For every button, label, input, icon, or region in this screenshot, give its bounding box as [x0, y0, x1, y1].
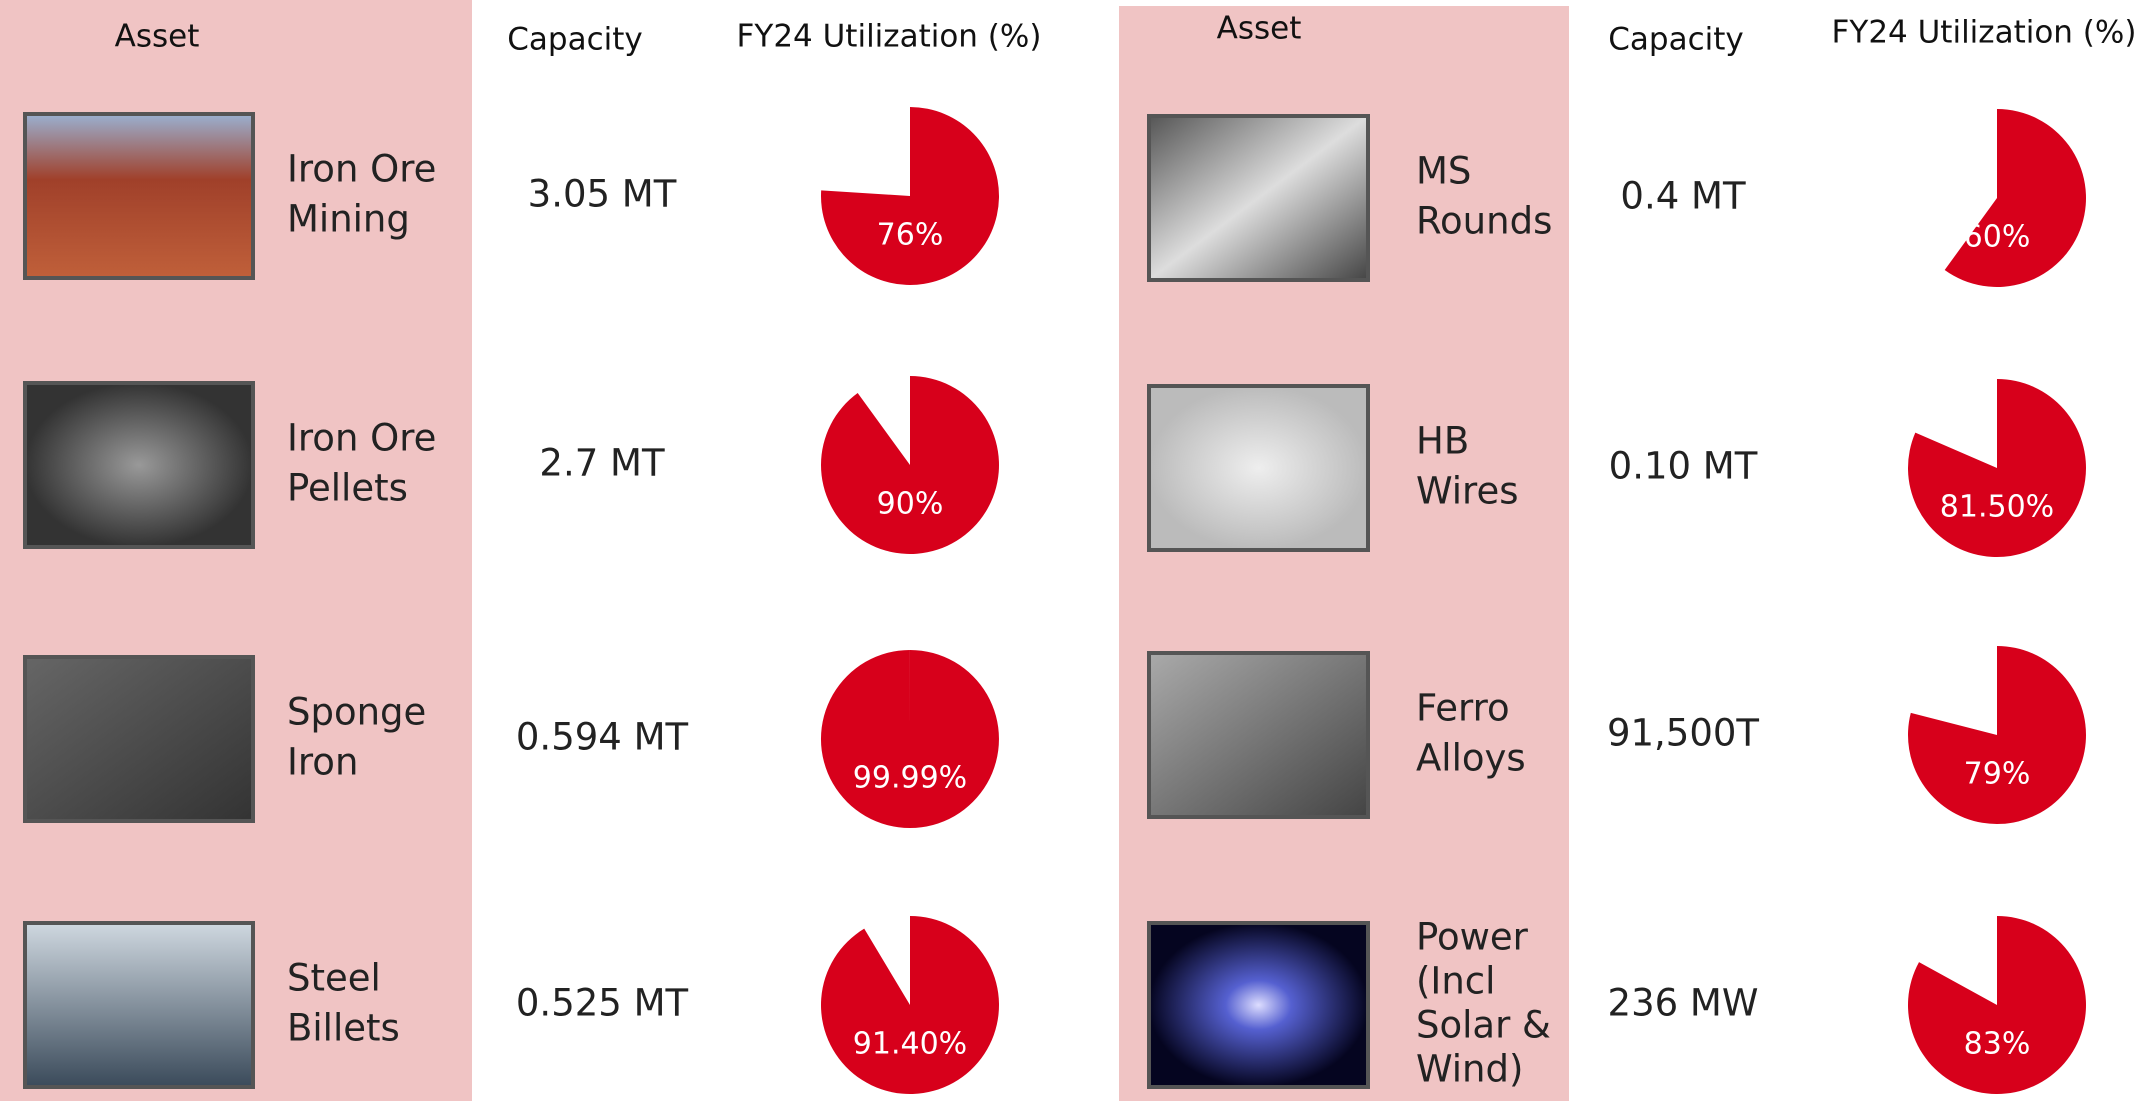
- asset-image: [25, 923, 253, 1087]
- asset-name: Solar &: [1416, 1004, 1551, 1047]
- capacity: 0.10 MT: [1609, 445, 1758, 488]
- column-header: Asset: [115, 19, 200, 55]
- utilization-pie: [1908, 646, 2086, 824]
- capacity: 0.594 MT: [516, 716, 689, 759]
- asset-name: Wind): [1416, 1048, 1523, 1091]
- utilization-label: 60%: [1964, 220, 2031, 255]
- capacity: 2.7 MT: [539, 442, 665, 485]
- asset-image: [1149, 923, 1368, 1087]
- utilization-label: 81.50%: [1940, 490, 2054, 525]
- asset-image: [25, 657, 253, 821]
- asset-image: [1149, 116, 1368, 280]
- asset-image: [25, 383, 253, 547]
- asset-name: Alloys: [1416, 737, 1526, 780]
- capacity: 0.525 MT: [516, 982, 689, 1025]
- asset-name: MS: [1416, 150, 1471, 193]
- asset-name: Iron Ore: [287, 148, 436, 191]
- asset-name: Wires: [1416, 470, 1519, 513]
- asset-name: Iron Ore: [287, 417, 436, 460]
- utilization-label: 79%: [1964, 757, 2031, 792]
- asset-name: Mining: [287, 198, 410, 241]
- asset-image: [25, 114, 253, 278]
- column-header: Asset: [1217, 11, 1302, 47]
- utilization-label: 83%: [1964, 1027, 2031, 1062]
- asset-name: Iron: [287, 741, 358, 784]
- asset-image: [1149, 386, 1368, 550]
- column-header: FY24 Utilization (%): [1832, 15, 2134, 51]
- utilization-label: 90%: [877, 487, 944, 522]
- column-header: FY24 Utilization (%): [737, 19, 1042, 55]
- utilization-pie: [1945, 109, 2086, 287]
- utilization-label: 91.40%: [853, 1027, 967, 1062]
- column-header: Capacity: [1608, 22, 1743, 58]
- utilization-pie: [821, 650, 999, 828]
- asset-name: Power: [1416, 916, 1529, 959]
- utilization-pie: [821, 107, 999, 285]
- capacity: 0.4 MT: [1620, 175, 1746, 218]
- slide: Asset Capacity FY24 Utilization (%) Iron Or…: [0, 0, 2134, 1101]
- utilization-label: 99.99%: [853, 761, 967, 796]
- capacity: 236 MW: [1608, 982, 1759, 1025]
- capacity: 3.05 MT: [528, 173, 677, 216]
- utilization-pie: [1908, 379, 2086, 557]
- asset-name: Ferro: [1416, 687, 1510, 730]
- page: {"panels":[ {"headers":{"asset":"Asset",…: [0, 0, 2134, 1101]
- column-header: Capacity: [507, 22, 642, 58]
- asset-image: [1149, 653, 1368, 817]
- utilization-label: 76%: [877, 218, 944, 253]
- asset-name: Steel: [287, 957, 381, 1000]
- asset-name: Billets: [287, 1007, 400, 1050]
- asset-name: (Incl: [1416, 960, 1495, 1003]
- asset-name: Pellets: [287, 467, 408, 510]
- asset-name: HB: [1416, 420, 1469, 463]
- asset-name: Sponge: [287, 691, 426, 734]
- utilization-pie: [821, 376, 999, 554]
- utilization-pie: [821, 916, 999, 1094]
- capacity: 91,500T: [1607, 712, 1759, 755]
- utilization-pie: [1908, 916, 2086, 1094]
- asset-name: Rounds: [1416, 200, 1552, 243]
